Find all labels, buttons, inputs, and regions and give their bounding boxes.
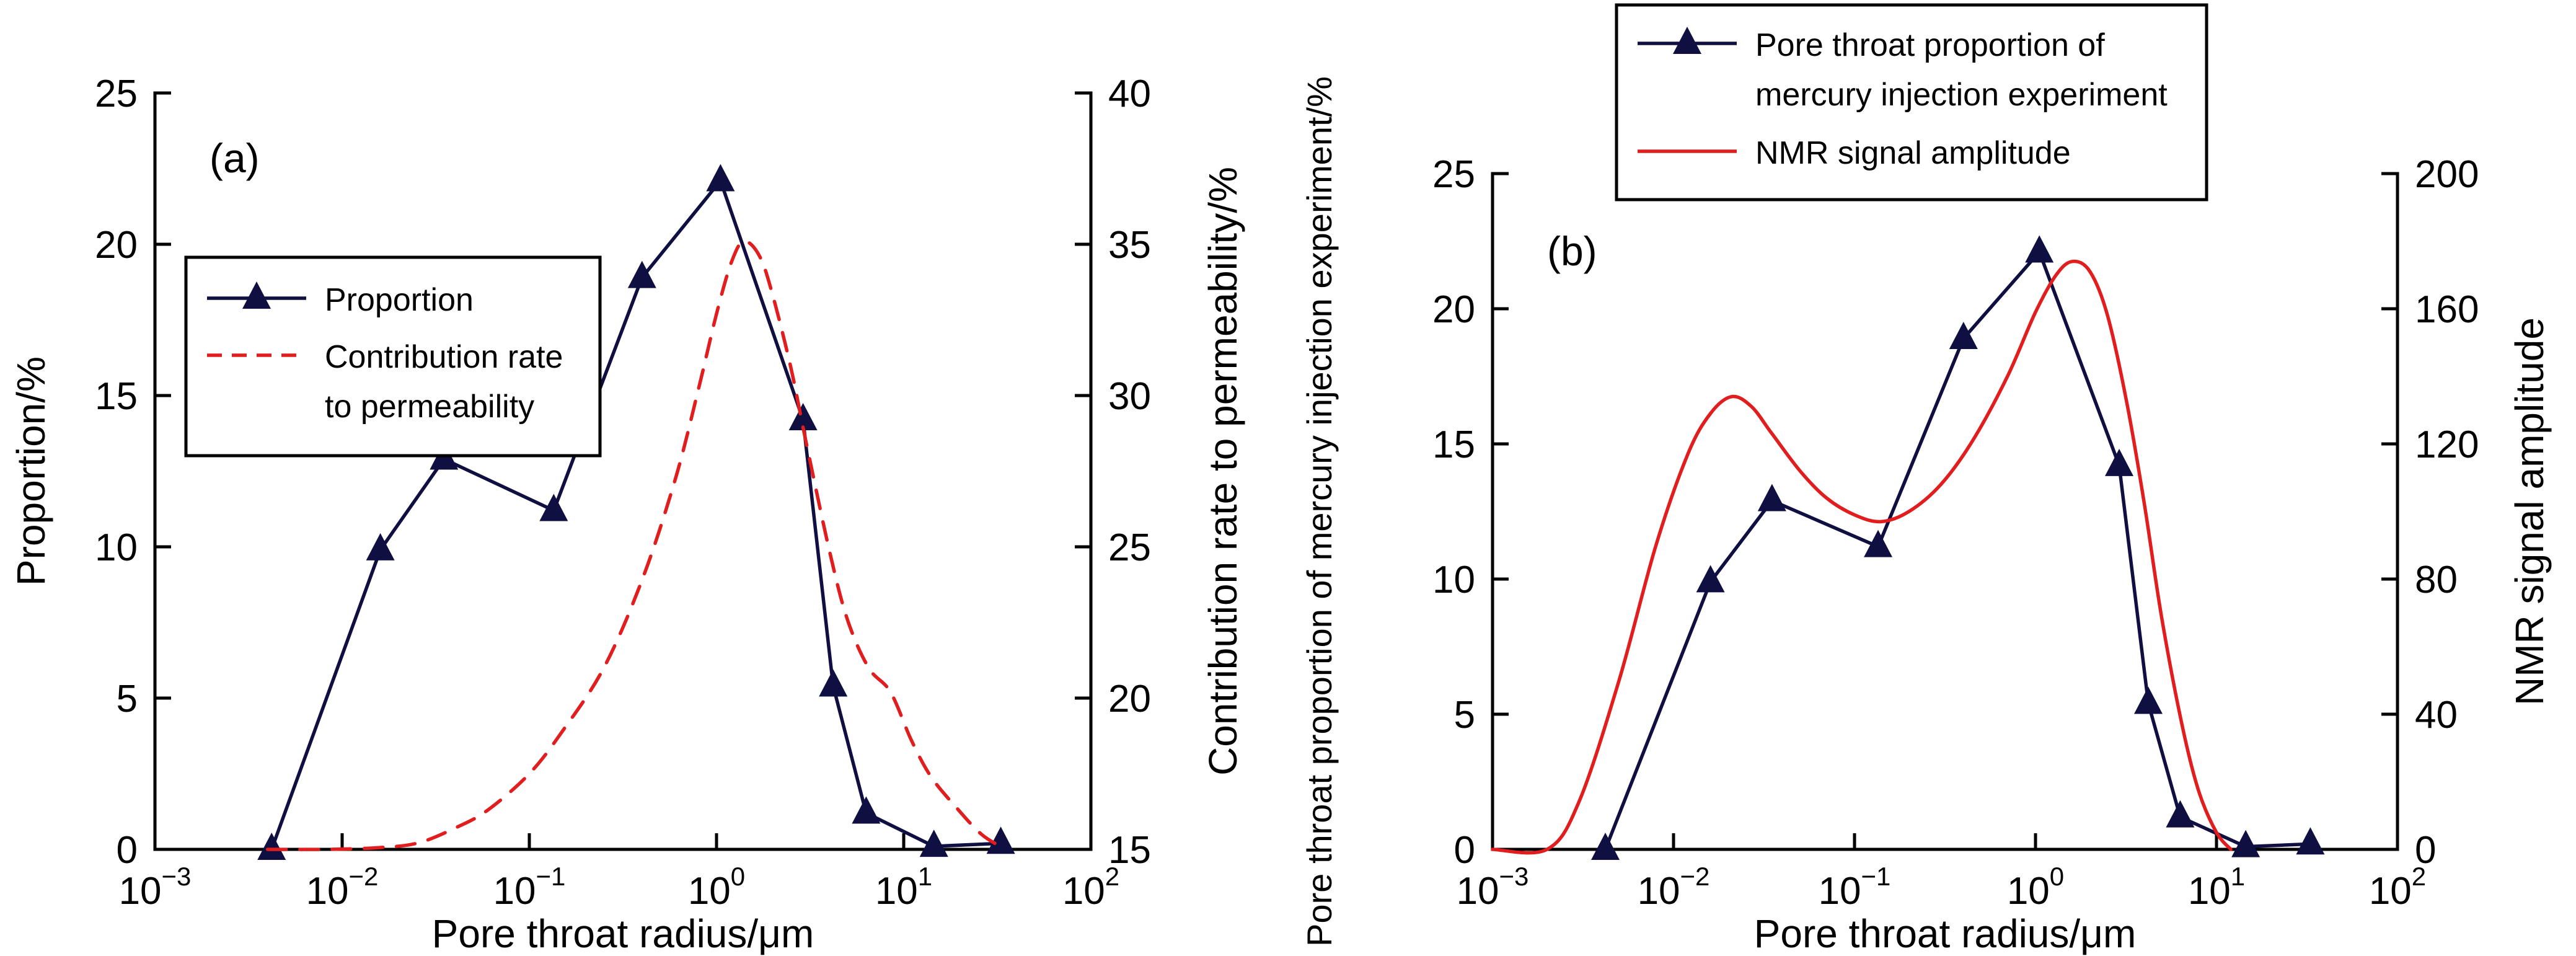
legend-label-0: Pore throat proportion of	[1755, 27, 2105, 63]
y-left-tick-label: 20	[95, 224, 138, 267]
x-tick-label: 100	[688, 862, 745, 913]
panel-a: 0 5 10 15 20 25 15 20 25 30 35 40 10−3 10−2 10−1 100 101…	[9, 73, 1245, 956]
y-right-tick-label: 35	[1108, 224, 1151, 267]
triangle-marker	[366, 533, 395, 560]
legend-label-0: Proportion	[325, 282, 474, 318]
legend: Proportion Contribution rate to permeabili…	[184, 255, 602, 458]
y-axis-right-label: NMR signal amplitude	[2507, 317, 2552, 706]
y-left-tick-label: 15	[1432, 423, 1475, 466]
x-tick-label: 102	[2369, 862, 2426, 913]
y-left-tick-label: 15	[95, 375, 138, 418]
y-left-tick-label: 0	[1454, 829, 1475, 872]
y-right-tick-label: 40	[2415, 694, 2458, 737]
y-right-tick-label: 120	[2415, 423, 2479, 466]
axes	[153, 91, 1093, 851]
y-left-tick-label: 10	[95, 526, 138, 569]
y-right-tick-label: 15	[1108, 829, 1151, 872]
triangle-marker	[627, 260, 656, 288]
triangle-marker	[919, 830, 948, 857]
y-axis-left-label: Pore throat proportion of mercury inject…	[1300, 76, 1339, 947]
y-axis-left-label: Proportion/%	[9, 356, 53, 586]
x-tick-label: 10−2	[306, 862, 379, 913]
panel-b: 0 5 10 15 20 25 0 40 80 120 160 200 10−3 10−2 10−1 100 1…	[1288, 0, 2576, 956]
triangle-marker	[539, 493, 568, 521]
legend-label-1: Contribution rate	[325, 339, 563, 375]
legend-label-1: NMR signal amplitude	[1755, 135, 2071, 171]
y-left-tick-label: 25	[95, 73, 138, 115]
triangle-marker	[2231, 830, 2261, 857]
x-tick-label: 101	[2188, 862, 2245, 913]
y-left-tick-label: 5	[1454, 694, 1475, 737]
panel-tag: (a)	[210, 135, 260, 181]
series-markers-0	[1590, 235, 2325, 860]
triangle-marker	[2133, 686, 2163, 714]
x-tick-label: 10−3	[1457, 862, 1529, 913]
triangle-marker	[852, 796, 881, 824]
series-line-1	[266, 239, 1005, 851]
triangle-marker	[1696, 565, 1725, 593]
axes	[1491, 172, 2399, 851]
legend-box	[1615, 3, 2208, 201]
panel-tag: (b)	[1547, 228, 1597, 274]
y-right-tick-label: 25	[1108, 526, 1151, 569]
y-left-tick-label: 20	[1432, 288, 1475, 331]
series-markers-0	[257, 164, 1015, 860]
triangle-marker	[2105, 448, 2134, 476]
triangle-marker	[257, 833, 286, 860]
x-axis-label: Pore throat radius/μm	[1754, 911, 2137, 956]
x-tick-label: 10−3	[119, 862, 192, 913]
x-tick-label: 10−1	[1819, 862, 1891, 913]
y-right-tick-label: 160	[2415, 288, 2479, 331]
y-left-tick-label: 0	[117, 829, 138, 872]
panel-b-chart: 0 5 10 15 20 25 0 40 80 120 160 200 10−3 10−2 10−1 100 1…	[1300, 3, 2552, 956]
tick-marks	[1491, 172, 2399, 851]
y-right-tick-label: 200	[2415, 153, 2479, 196]
legend: Pore throat proportion of mercury injecti…	[1615, 3, 2208, 201]
triangle-marker	[2296, 827, 2325, 855]
x-tick-label: 100	[2007, 862, 2064, 913]
y-left-tick-label: 25	[1432, 153, 1475, 196]
tick-marks	[153, 91, 1093, 851]
triangle-marker	[986, 826, 1015, 854]
triangle-marker	[1864, 529, 1893, 557]
y-right-tick-label: 20	[1108, 678, 1151, 720]
y-right-tick-label: 30	[1108, 375, 1151, 418]
triangle-marker	[788, 403, 818, 431]
x-tick-label: 102	[1062, 862, 1119, 913]
x-axis-label: Pore throat radius/μm	[432, 911, 814, 956]
triangle-marker	[819, 669, 848, 697]
triangle-marker	[2025, 235, 2054, 263]
legend-label-1: to permeability	[325, 389, 534, 425]
legend-sample-marker-0	[242, 281, 271, 309]
y-right-tick-label: 80	[2415, 559, 2458, 601]
y-right-tick-label: 0	[2415, 829, 2436, 872]
y-right-tick-label: 40	[1108, 73, 1151, 115]
legend-label-0: mercury injection experiment	[1755, 77, 2168, 113]
x-tick-label: 101	[875, 862, 932, 913]
panel-a-chart: 0 5 10 15 20 25 15 20 25 30 35 40 10−3 10−2 10−1 100 101…	[9, 73, 1245, 956]
triangle-marker	[1590, 833, 1620, 860]
y-axis-right-label: Contribution rate to permeability/%	[1201, 167, 1245, 776]
triangle-marker	[706, 164, 735, 192]
y-left-tick-label: 5	[117, 678, 138, 720]
legend-sample-marker-0	[1673, 27, 1701, 54]
x-tick-label: 10−2	[1638, 862, 1710, 913]
y-left-tick-label: 10	[1432, 559, 1475, 601]
series-line-1	[1491, 259, 2233, 855]
x-tick-label: 10−1	[493, 862, 566, 913]
triangle-marker	[1949, 321, 1978, 349]
triangle-marker	[2166, 800, 2195, 828]
triangle-marker	[1757, 484, 1786, 511]
